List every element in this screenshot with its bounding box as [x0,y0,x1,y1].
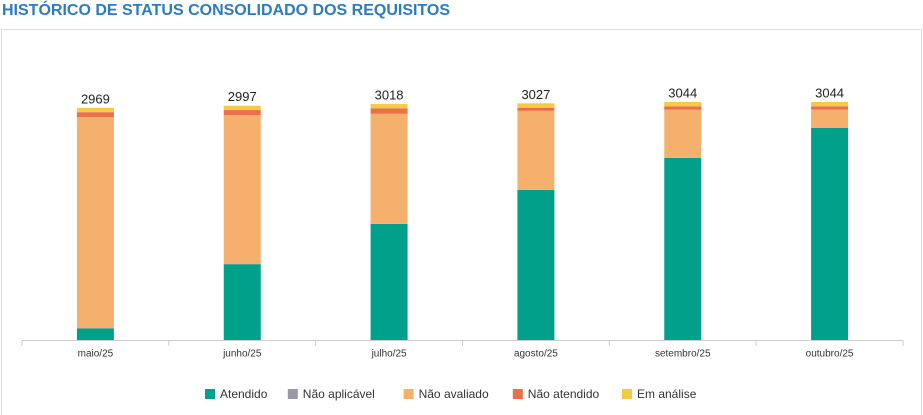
bar-segment [223,115,261,265]
legend-swatch [205,389,215,399]
legend-label: Não aplicável [303,387,375,401]
bar-segment [223,264,261,340]
bar-segment [370,113,408,224]
bar-segment [517,103,555,108]
bar-segment [76,107,114,113]
x-tick-label: outubro/25 [806,349,854,360]
total-label: 3018 [375,87,404,102]
bar-segment [76,328,114,340]
bar-segment [223,110,261,116]
legend-swatch [512,389,523,399]
bar-segment [811,127,849,340]
x-tick-label: setembro/25 [655,349,711,360]
legend-label: Não atendido [528,387,600,401]
x-tick-label: julho/25 [371,349,407,360]
bar-segment [76,117,114,329]
total-label: 3027 [521,87,550,102]
x-tick-label: junho/25 [222,349,262,360]
bar-segment [664,109,702,158]
legend-swatch [287,389,298,399]
bar-segment [517,189,555,340]
legend-swatch [622,389,632,399]
legend-label: Não avaliado [419,387,489,401]
x-tick-label: maio/25 [78,349,114,360]
legend-swatch [403,389,414,399]
bar-segment [811,109,849,128]
total-label: 3044 [668,85,697,100]
chart-title: HISTÓRICO DE STATUS CONSOLIDADO DOS REQU… [2,2,451,19]
bar-segment [76,112,114,118]
total-label: 2997 [228,89,257,104]
bar-segment [517,107,555,111]
legend-label: Em análise [637,387,697,401]
bar-segment [370,108,408,114]
bar-segment [517,110,555,190]
x-tick-label: agosto/25 [514,349,558,360]
bar-segment [370,104,408,109]
bar-segment [811,106,849,110]
bar-segment [811,102,849,107]
total-label: 2969 [81,91,110,106]
bar-segment [664,157,702,340]
bar-segment [664,102,702,107]
panel [1,29,922,415]
bar-segment [370,223,408,340]
bar-segment [223,105,261,111]
legend-label: Atendido [220,387,268,401]
bar-segment [664,106,702,110]
total-label: 3044 [815,85,844,100]
